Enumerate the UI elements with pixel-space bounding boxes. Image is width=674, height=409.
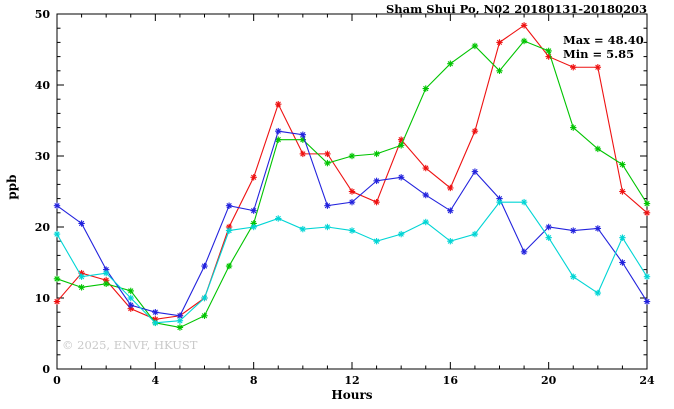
svg-text:24: 24 [639, 374, 655, 387]
y-axis-label: ppb [5, 174, 19, 200]
svg-text:30: 30 [35, 150, 51, 163]
x-axis-label: Hours [331, 388, 373, 402]
svg-text:12: 12 [344, 374, 359, 387]
svg-text:4: 4 [152, 374, 160, 387]
svg-text:8: 8 [250, 374, 258, 387]
svg-text:50: 50 [35, 8, 51, 21]
svg-text:16: 16 [443, 374, 459, 387]
svg-text:0: 0 [53, 374, 61, 387]
chart-title: Sham Shui Po, N02 20180131-20180203 [385, 2, 647, 16]
svg-text:40: 40 [35, 79, 51, 92]
svg-text:20: 20 [541, 374, 557, 387]
max-annotation: Max = 48.40 [563, 33, 644, 47]
min-annotation: Min = 5.85 [563, 47, 635, 61]
max-min-annotation: Max = 48.40 Min = 5.85 [563, 33, 644, 61]
watermark: © 2025, ENVF, HKUST [62, 338, 198, 352]
svg-text:20: 20 [35, 221, 51, 234]
svg-text:0: 0 [42, 363, 50, 376]
svg-text:10: 10 [35, 292, 51, 305]
